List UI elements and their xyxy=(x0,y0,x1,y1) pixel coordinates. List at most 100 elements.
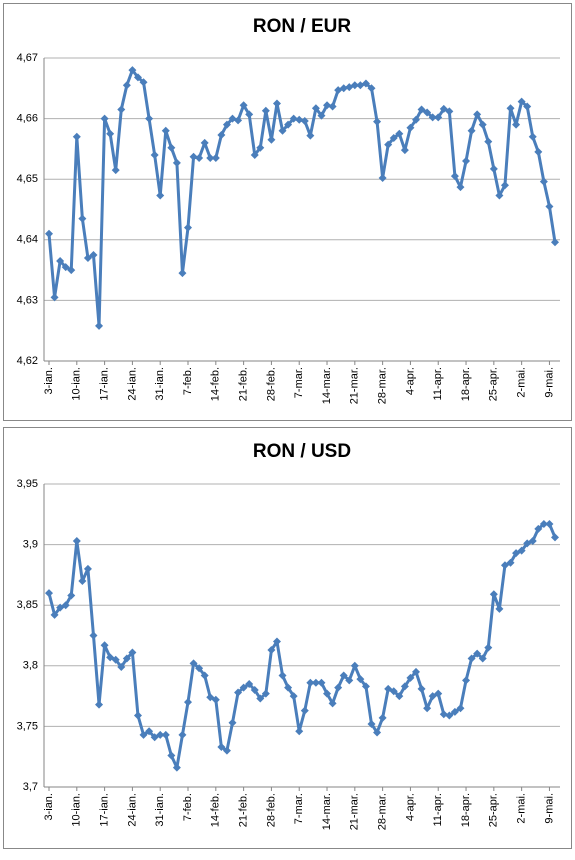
data-point xyxy=(506,558,515,567)
data-point xyxy=(206,153,215,162)
data-point xyxy=(473,649,482,658)
data-point xyxy=(450,172,459,181)
data-point xyxy=(450,707,459,716)
data-point xyxy=(189,659,198,668)
data-point xyxy=(484,137,493,146)
data-point xyxy=(389,133,398,142)
x-tick-label: 24-ian. xyxy=(126,367,138,401)
y-tick-label: 3,8 xyxy=(23,660,38,672)
data-point xyxy=(117,663,126,672)
data-point xyxy=(417,105,426,114)
data-point xyxy=(133,73,142,82)
x-tick-label: 21-feb. xyxy=(238,793,250,827)
data-point xyxy=(545,202,554,211)
y-tick-label: 4,63 xyxy=(17,294,38,306)
data-point xyxy=(245,110,254,119)
data-point xyxy=(45,589,53,598)
data-point xyxy=(523,102,532,111)
data-point xyxy=(423,108,432,117)
data-point xyxy=(512,120,521,129)
data-point xyxy=(172,763,181,772)
data-point xyxy=(100,641,109,650)
data-point xyxy=(300,706,309,715)
data-point xyxy=(211,695,220,704)
data-point xyxy=(378,173,387,182)
data-point xyxy=(234,116,243,125)
data-point xyxy=(456,183,465,192)
data-point xyxy=(289,114,298,123)
data-point xyxy=(156,730,165,739)
data-point xyxy=(278,126,287,135)
data-point xyxy=(467,654,476,663)
data-point xyxy=(551,238,559,247)
data-point xyxy=(495,604,504,613)
x-tick-label: 11-apr. xyxy=(432,793,444,826)
data-point xyxy=(295,727,304,736)
data-point xyxy=(200,138,209,147)
data-point xyxy=(56,257,65,266)
data-point xyxy=(367,719,376,728)
y-tick-label: 4,65 xyxy=(17,173,38,185)
data-point xyxy=(278,671,287,680)
data-point xyxy=(128,66,137,75)
data-point xyxy=(72,132,81,141)
data-point xyxy=(139,78,148,87)
x-tick-label: 9-mai. xyxy=(543,367,555,398)
x-tick-label: 10-ian. xyxy=(71,793,83,827)
data-point xyxy=(384,140,393,149)
data-point xyxy=(61,263,70,272)
data-point xyxy=(161,730,170,739)
data-point xyxy=(89,250,98,259)
x-tick-label: 18-apr. xyxy=(460,367,472,401)
data-point xyxy=(128,648,137,657)
y-tick-label: 4,62 xyxy=(17,355,38,367)
data-point xyxy=(161,126,170,135)
data-point xyxy=(239,683,248,692)
data-line xyxy=(47,522,557,770)
data-point xyxy=(311,104,320,113)
data-point xyxy=(534,147,543,156)
data-point xyxy=(289,692,298,701)
data-point xyxy=(484,643,493,652)
data-point xyxy=(284,120,293,129)
data-point xyxy=(145,727,154,736)
data-point xyxy=(222,746,231,755)
x-tick-label: 4-apr. xyxy=(404,793,416,821)
data-point xyxy=(300,117,309,126)
data-point xyxy=(189,152,198,161)
data-point xyxy=(195,153,204,162)
x-tick-label: 17-ian. xyxy=(99,793,111,827)
data-point xyxy=(139,730,148,739)
data-point xyxy=(489,164,498,173)
x-tick-label: 2-mai. xyxy=(516,793,528,824)
data-point xyxy=(395,129,404,138)
data-point xyxy=(172,158,181,167)
data-point xyxy=(478,654,487,663)
data-point xyxy=(267,646,276,655)
x-tick-label: 7-mar. xyxy=(293,367,305,398)
data-point xyxy=(411,115,420,124)
data-point xyxy=(317,678,326,687)
data-point xyxy=(478,120,487,129)
data-point xyxy=(345,676,354,685)
data-point xyxy=(78,576,87,585)
x-tick-label: 31-ian. xyxy=(154,367,166,401)
data-point xyxy=(423,704,432,713)
data-point xyxy=(339,84,348,93)
x-tick-label: 11-apr. xyxy=(432,367,444,400)
data-point xyxy=(328,102,337,111)
data-point xyxy=(217,130,226,139)
x-tick-label: 2-mai. xyxy=(516,367,528,398)
data-point xyxy=(367,84,376,93)
data-point xyxy=(373,728,382,737)
x-tick-label: 14-mar. xyxy=(321,367,333,404)
x-tick-label: 21-mar. xyxy=(349,793,361,830)
data-point xyxy=(517,97,526,106)
data-point xyxy=(462,676,471,685)
data-point xyxy=(167,143,176,152)
data-point xyxy=(122,81,131,90)
x-tick-label: 17-ian. xyxy=(99,367,111,401)
data-point xyxy=(95,700,104,709)
data-point xyxy=(284,683,293,692)
x-tick-label: 9-mai. xyxy=(543,793,555,824)
